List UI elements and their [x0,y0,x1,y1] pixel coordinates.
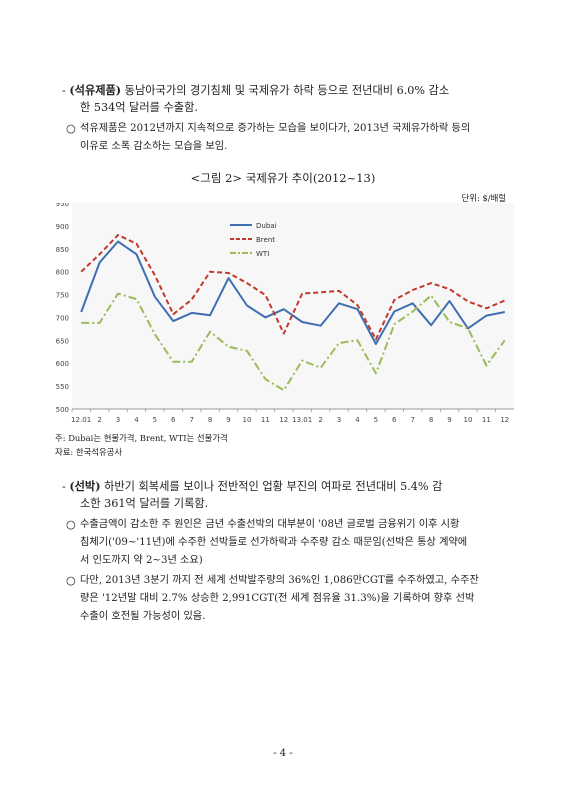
x-tick-label: 5 [374,416,378,424]
figure-title: <그림 2> 국제유가 추이(2012~13) [190,171,376,185]
x-tick-label: 2 [97,416,101,424]
legend-label-brent: Brent [256,236,275,244]
legend-label-dubai: Dubai [256,222,277,230]
page-number: - 4 - [273,748,293,759]
x-tick-label: 8 [208,416,212,424]
section-heading-ship: (선박) [69,479,101,493]
legend-label-wti: WTI [256,250,269,258]
y-tick-label: 550 [56,383,69,391]
plot-area [72,203,514,409]
x-tick-label: 9 [226,416,230,424]
paragraph-ship-line1: - (선박) 하반기 회복세를 보이나 전반적인 업황 부진의 여파로 전년대비… [62,478,442,495]
x-tick-label: 3 [116,416,120,424]
y-tick-label: 600 [56,360,69,368]
x-tick-label: 9 [447,416,451,424]
bullet-petroleum-line2: 이유로 소폭 감소하는 모습을 보임. [80,141,228,152]
y-tick-label: 650 [56,337,69,345]
x-tick-label: 12.01 [71,416,91,424]
bullet-ship-reason-line1: 수출금액이 감소한 주 원인은 금년 수출선박의 대부분이 '08년 글로벌 금… [80,519,460,530]
oil-price-chart: 950 900 850 800 750 700 650 600 550 500 12.01 2 3 4 5… [52,203,514,429]
x-tick-label: 8 [429,416,433,424]
bullet-marker: ○ [66,518,76,531]
figure-note: 주: Dubai는 현물가격, Brent, WTI는 선물가격 [55,433,228,443]
bullet-marker: ○ [66,122,76,135]
x-tick-label: 12 [500,416,509,424]
chart-legend: Dubai Brent WTI [230,222,277,258]
paragraph-text: 하반기 회복세를 보이나 전반적인 업황 부진의 여파로 전년대비 5.4% 감 [100,480,443,493]
section-heading-petroleum: (석유제품) [69,83,122,97]
bullet-ship-reason-line2: 침체기('09~'11년)에 수주한 선박들로 선가하락과 수주량 감소 때문임… [80,537,468,548]
bullet-ship-outlook-line1: 다만, 2013년 3분기 까지 전 세계 선박발주량의 36%인 1,086만… [80,575,479,586]
paragraph-ship-line2: 소한 361억 달러를 기록함. [80,497,209,510]
y-tick-label: 850 [56,246,69,254]
x-tick-label: 3 [337,416,341,424]
x-tick-label: 2 [318,416,322,424]
y-tick-label: 900 [56,223,69,231]
bullet-ship-outlook-line2: 량은 '12년말 대비 2.7% 상승한 2,991CGT(전 세계 점유율 3… [80,593,475,604]
x-tick-label: 6 [392,416,397,424]
y-tick-label: 500 [56,406,69,414]
dash-marker: - [62,84,66,97]
x-tick-label: 11 [482,416,491,424]
x-tick-label: 12 [279,416,288,424]
bullet-marker: ○ [66,574,76,587]
figure-source: 자료: 한국석유공사 [55,447,123,457]
paragraph-petroleum-line2: 한 534억 달러를 수출함. [80,101,198,114]
bullet-ship-outlook-line3: 수출이 호전될 가능성이 있음. [80,611,206,622]
paragraph-text: 동남아국가의 경기침체 및 국제유가 하락 등으로 전년대비 6.0% 감소 [121,84,450,97]
x-tick-label: 7 [189,416,193,424]
paragraph-petroleum-line1: - (석유제품) 동남아국가의 경기침체 및 국제유가 하락 등으로 전년대비 … [62,82,449,99]
bullet-petroleum-line1: 석유제품은 2012년까지 지속적으로 증가하는 모습을 보이다가, 2013년… [80,123,471,134]
x-tick-label: 10 [463,416,472,424]
x-tick-label: 7 [410,416,414,424]
x-tick-label: 13.01 [292,416,312,424]
figure-unit: 단위: $/배럴 [461,193,506,203]
y-tick-label: 700 [56,314,69,322]
x-tick-label: 5 [153,416,157,424]
dash-marker: - [62,480,66,493]
x-tick-label: 11 [261,416,270,424]
bullet-ship-reason-line3: 서 인도까지 약 2~3년 소요) [80,555,203,566]
x-tick-label: 10 [242,416,251,424]
y-tick-label: 750 [56,292,69,300]
series-line-dubai [80,240,505,345]
y-tick-label: 950 [56,203,69,208]
x-tick-label: 4 [355,416,360,424]
y-tick-label: 800 [56,269,69,277]
x-tick-label: 6 [171,416,176,424]
x-tick-label: 4 [134,416,139,424]
